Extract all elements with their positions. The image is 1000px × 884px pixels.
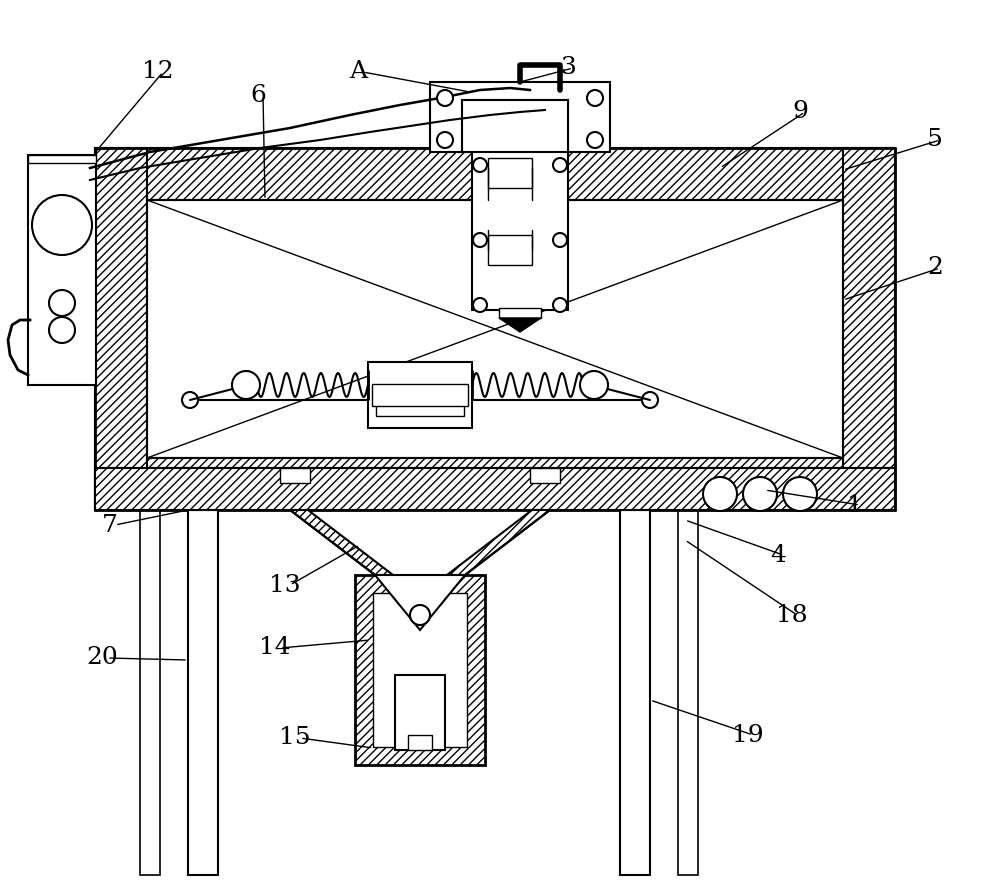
Bar bbox=[355, 575, 485, 765]
Circle shape bbox=[437, 90, 453, 106]
Text: 19: 19 bbox=[732, 723, 764, 746]
Circle shape bbox=[553, 158, 567, 172]
Text: 18: 18 bbox=[776, 604, 808, 627]
Circle shape bbox=[587, 90, 603, 106]
Circle shape bbox=[473, 298, 487, 312]
Text: 12: 12 bbox=[142, 60, 174, 83]
Circle shape bbox=[743, 477, 777, 511]
Circle shape bbox=[49, 317, 75, 343]
Bar bbox=[472, 100, 568, 310]
Bar bbox=[376, 398, 464, 416]
Bar bbox=[28, 155, 96, 385]
Bar bbox=[462, 100, 568, 152]
Text: A: A bbox=[349, 60, 367, 83]
Circle shape bbox=[703, 477, 737, 511]
Bar bbox=[188, 510, 218, 875]
Bar bbox=[140, 510, 160, 875]
Circle shape bbox=[587, 132, 603, 148]
Bar bbox=[95, 468, 895, 510]
Text: 9: 9 bbox=[792, 101, 808, 124]
Bar bbox=[372, 384, 468, 406]
Bar bbox=[499, 308, 541, 318]
Bar bbox=[678, 510, 698, 875]
Circle shape bbox=[437, 132, 453, 148]
Polygon shape bbox=[447, 510, 550, 575]
Circle shape bbox=[410, 605, 430, 625]
Circle shape bbox=[642, 392, 658, 408]
Circle shape bbox=[232, 371, 260, 399]
Bar bbox=[530, 468, 560, 483]
Circle shape bbox=[783, 477, 817, 511]
Circle shape bbox=[473, 158, 487, 172]
Text: 2: 2 bbox=[927, 256, 943, 279]
Circle shape bbox=[182, 392, 198, 408]
Bar bbox=[408, 735, 432, 750]
Bar bbox=[28, 155, 96, 163]
Bar bbox=[280, 468, 310, 483]
Bar bbox=[95, 458, 895, 510]
Bar bbox=[373, 593, 467, 747]
Bar bbox=[95, 148, 895, 200]
Text: 5: 5 bbox=[927, 128, 943, 151]
Bar bbox=[488, 235, 532, 265]
Bar bbox=[95, 148, 147, 510]
Text: 13: 13 bbox=[269, 574, 301, 597]
Bar bbox=[395, 675, 445, 750]
Circle shape bbox=[32, 195, 92, 255]
Text: 7: 7 bbox=[102, 514, 118, 537]
Polygon shape bbox=[290, 510, 393, 575]
Bar bbox=[430, 82, 610, 152]
Bar bbox=[368, 362, 472, 428]
Bar bbox=[488, 158, 532, 188]
Circle shape bbox=[473, 233, 487, 247]
Text: 14: 14 bbox=[259, 636, 291, 659]
Polygon shape bbox=[375, 575, 465, 630]
Text: 3: 3 bbox=[560, 57, 576, 80]
Polygon shape bbox=[499, 318, 541, 332]
Circle shape bbox=[553, 233, 567, 247]
Text: 15: 15 bbox=[279, 727, 311, 750]
Circle shape bbox=[553, 298, 567, 312]
Text: 20: 20 bbox=[86, 646, 118, 669]
Circle shape bbox=[49, 290, 75, 316]
Bar bbox=[843, 148, 895, 510]
Text: 1: 1 bbox=[847, 493, 863, 516]
Circle shape bbox=[580, 371, 608, 399]
Bar bbox=[620, 510, 650, 875]
Text: 6: 6 bbox=[250, 83, 266, 106]
Text: 4: 4 bbox=[770, 544, 786, 567]
